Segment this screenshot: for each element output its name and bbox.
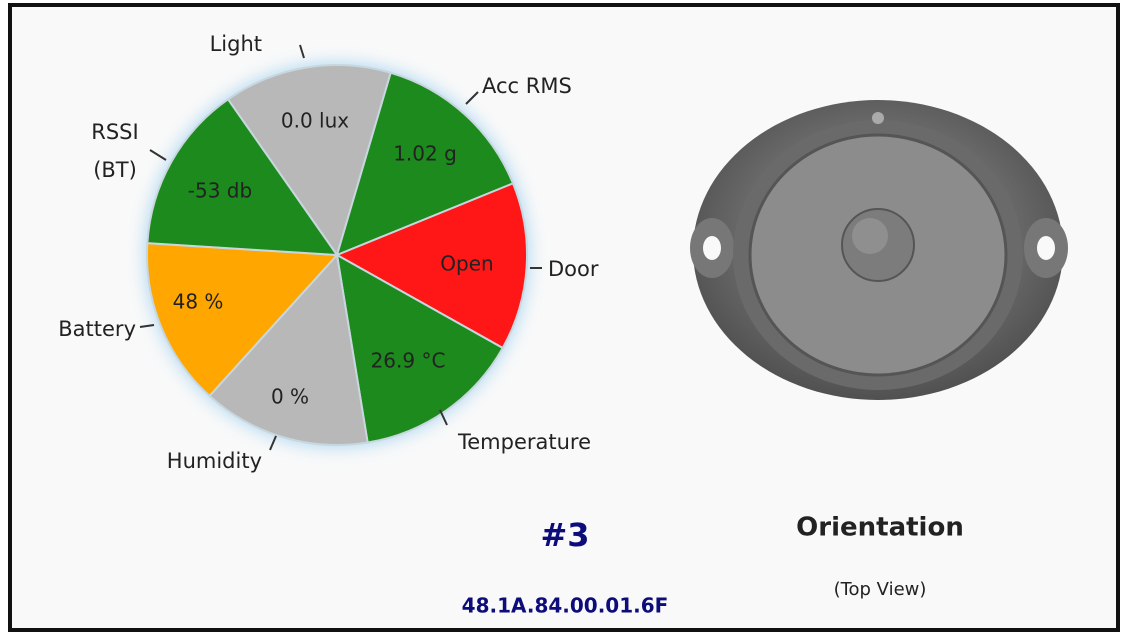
segment-label: Light <box>210 32 262 56</box>
device-number: #3 <box>540 516 589 554</box>
segment-label: RSSI (BT) <box>78 113 152 189</box>
device-address: 48.1A.84.00.01.6F <box>462 594 669 618</box>
segment-value: Open <box>440 252 493 276</box>
segment-value: 48 % <box>173 290 224 314</box>
orientation-title: Orientation <box>796 513 964 543</box>
segment-label: Acc RMS <box>482 74 572 98</box>
segment-value: -53 db <box>188 179 252 203</box>
segment-label: Humidity <box>167 449 262 473</box>
orientation-subtitle: (Top View) <box>834 579 927 600</box>
segment-value: 0 % <box>271 385 309 409</box>
panel: #3 48.1A.84.00.01.6F Orientation (Top Vi… <box>0 0 1124 635</box>
segment-label: Door <box>548 257 599 281</box>
segment-label: Battery <box>58 317 136 341</box>
segment-value: 1.02 g <box>393 142 457 166</box>
segment-value: 0.0 lux <box>281 109 349 133</box>
segment-label: Temperature <box>457 430 591 454</box>
segment-value: 26.9 °C <box>371 349 446 373</box>
